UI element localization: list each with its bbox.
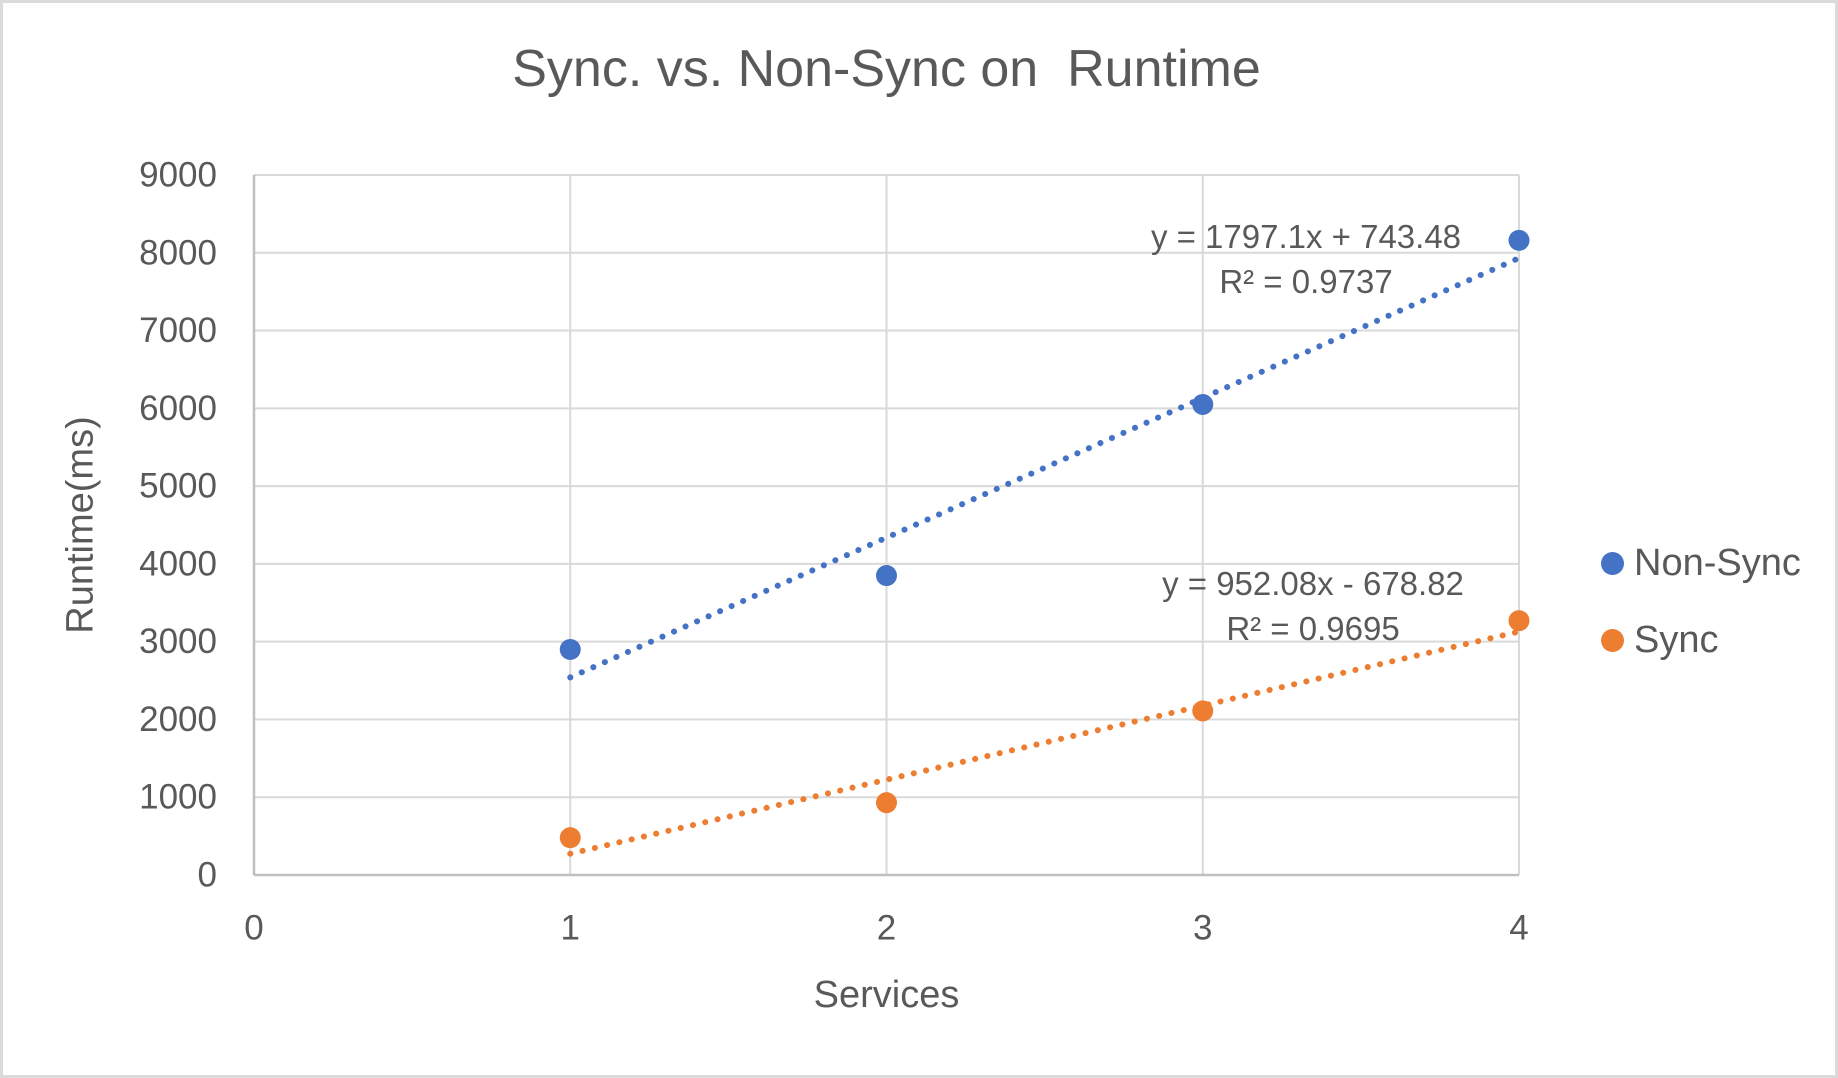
plot-area: 0 1 2 3 4 0 1000 2000 3000 4000 5000 6000 7000 8000 90… bbox=[139, 156, 1530, 948]
y-axis-tick-label: 7000 bbox=[139, 311, 217, 350]
y-axis-tick-label: 6000 bbox=[139, 389, 217, 428]
legend-marker-non-sync-icon bbox=[1601, 551, 1624, 575]
data-point-sync[interactable] bbox=[559, 827, 581, 849]
legend-label-sync: Sync bbox=[1634, 618, 1719, 661]
legend-marker-sync-icon bbox=[1601, 628, 1624, 652]
legend-item-sync[interactable]: Sync bbox=[1601, 617, 1801, 663]
trendline-equation-non-sync: y = 1797.1x + 743.48 bbox=[1150, 218, 1462, 255]
y-axis-tick-label: 3000 bbox=[139, 622, 217, 661]
y-axis-tick-label: 9000 bbox=[139, 156, 217, 195]
data-point-non-sync[interactable] bbox=[559, 638, 581, 660]
data-point-sync[interactable] bbox=[1192, 700, 1214, 722]
legend-label-non-sync: Non-Sync bbox=[1634, 541, 1801, 584]
data-point-non-sync[interactable] bbox=[1192, 393, 1214, 415]
chart-title[interactable]: Sync. vs. Non-Sync on Runtime bbox=[512, 40, 1261, 98]
y-axis-tick-label: 1000 bbox=[139, 778, 217, 817]
trendline-r2-non-sync: R² = 0.9737 bbox=[1219, 263, 1393, 300]
y-axis-tick-label: 0 bbox=[198, 856, 217, 895]
trendline-sync[interactable] bbox=[567, 628, 1522, 857]
trendline-non-sync[interactable] bbox=[567, 255, 1522, 681]
data-point-non-sync[interactable] bbox=[1508, 229, 1530, 251]
x-axis-tick-label: 4 bbox=[1509, 909, 1528, 948]
data-point-sync[interactable] bbox=[876, 792, 897, 814]
data-point-non-sync[interactable] bbox=[876, 565, 897, 587]
legend: Non-Sync Sync bbox=[1601, 540, 1801, 663]
legend-item-non-sync[interactable]: Non-Sync bbox=[1601, 540, 1801, 586]
trendline-equation-sync: y = 952.08x - 678.82 bbox=[1162, 565, 1464, 602]
y-axis-title[interactable]: Runtime(ms) bbox=[59, 416, 102, 634]
trendline-label-non-sync[interactable]: y = 1797.1x + 743.48 R² = 0.9737 bbox=[1151, 214, 1461, 304]
y-axis-tick-label: 5000 bbox=[139, 467, 217, 506]
x-axis-tick-label: 3 bbox=[1193, 909, 1212, 948]
trendline-label-sync[interactable]: y = 952.08x - 678.82 R² = 0.9695 bbox=[1162, 561, 1464, 651]
x-axis-tick-label: 1 bbox=[561, 909, 580, 948]
x-axis-tick-label: 0 bbox=[244, 909, 263, 948]
y-axis-tick-label: 2000 bbox=[139, 700, 217, 739]
x-axis-tick-label: 2 bbox=[877, 909, 896, 948]
y-axis-tick-label: 8000 bbox=[139, 233, 217, 272]
y-axis-tick-label: 4000 bbox=[139, 544, 217, 583]
trendline-r2-sync: R² = 0.9695 bbox=[1226, 610, 1400, 647]
x-axis-title[interactable]: Services bbox=[813, 974, 960, 1016]
data-point-sync[interactable] bbox=[1508, 610, 1530, 632]
